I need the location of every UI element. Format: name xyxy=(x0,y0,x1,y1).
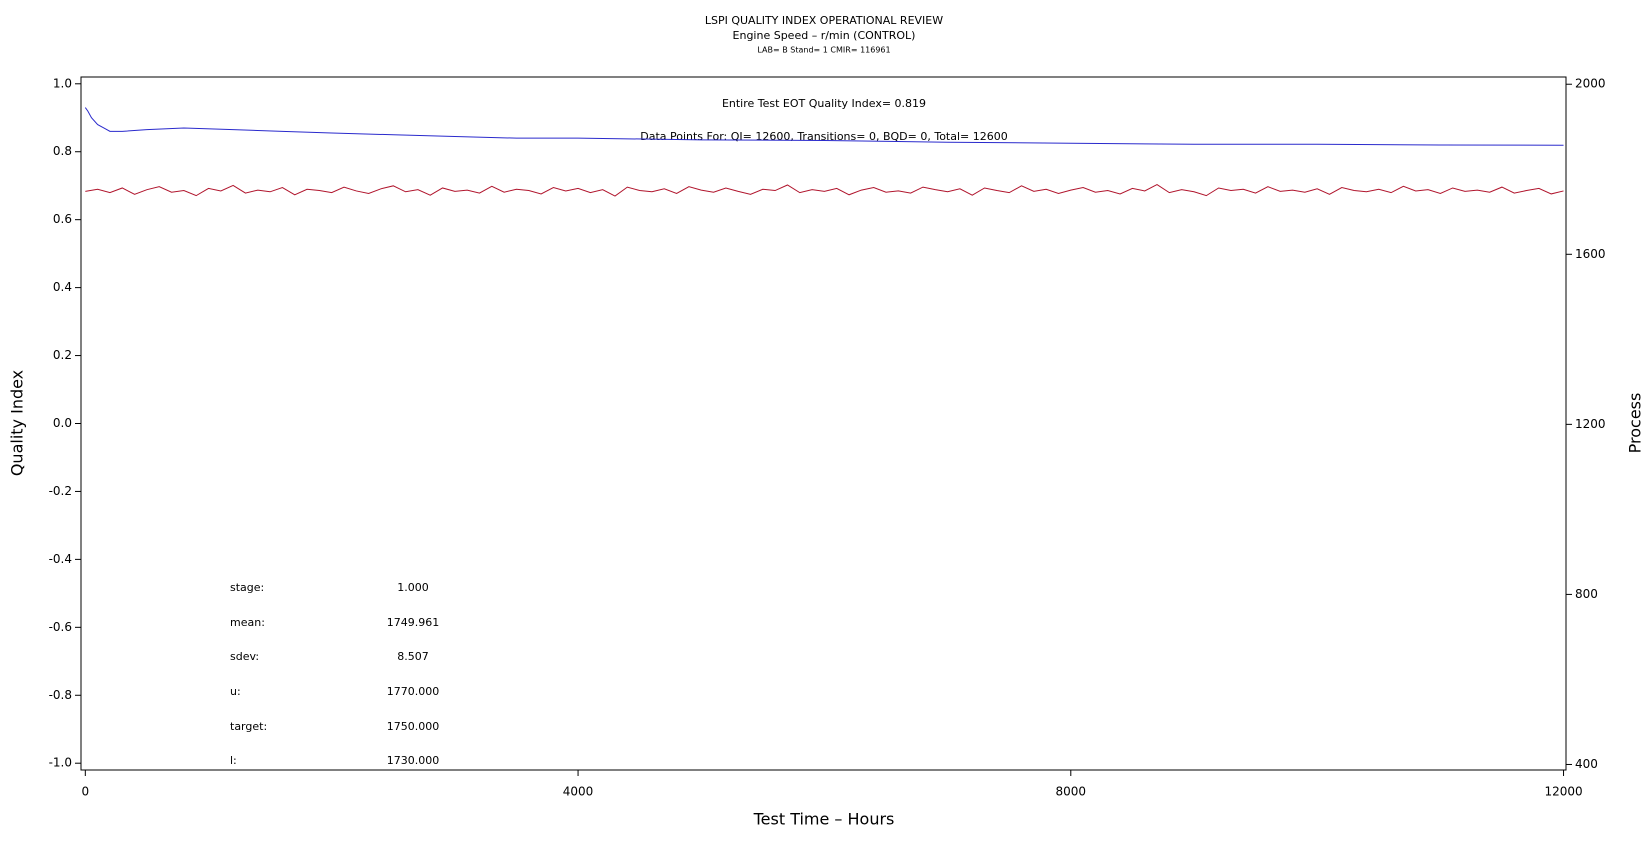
y-tick-label: -0.8 xyxy=(49,688,72,702)
series-line xyxy=(84,107,1564,146)
stat-label: target: xyxy=(230,720,267,733)
stat-label: u: xyxy=(230,685,241,698)
stat-value: 1770.000 xyxy=(387,685,440,698)
series-line xyxy=(85,183,1564,197)
y2-tick-label: 800 xyxy=(1575,587,1598,601)
stat-value: 1730.000 xyxy=(387,754,440,767)
y2-tick-label: 1600 xyxy=(1575,247,1606,261)
stat-value: 1749.961 xyxy=(387,616,440,629)
y-tick-label: -0.6 xyxy=(49,620,72,634)
stat-label: stage: xyxy=(230,581,264,594)
y2-tick-label: 1200 xyxy=(1575,417,1606,431)
stat-label: l: xyxy=(230,754,237,767)
y2-tick-label: 2000 xyxy=(1575,77,1606,91)
y-tick-label: -0.2 xyxy=(49,484,72,498)
stat-label: sdev: xyxy=(230,650,259,663)
stat-value: 1.000 xyxy=(397,581,429,594)
stat-value: 1750.000 xyxy=(387,720,440,733)
stat-value: 8.507 xyxy=(397,650,429,663)
x-tick-label: 12000 xyxy=(1544,785,1582,799)
x-tick-label: 8000 xyxy=(1056,785,1087,799)
y-tick-label: 0.6 xyxy=(53,212,72,226)
x-tick-label: 4000 xyxy=(563,785,594,799)
y-tick-label: 0.8 xyxy=(53,144,72,158)
y-tick-label: 0.0 xyxy=(53,416,72,430)
annotation: Data Points For: QI= 12600, Transitions=… xyxy=(640,130,1008,143)
plot-frame xyxy=(80,76,1567,771)
y-tick-label: 0.4 xyxy=(53,280,72,294)
y-tick-label: 0.2 xyxy=(53,348,72,362)
chart-title: LSPI QUALITY INDEX OPERATIONAL REVIEW xyxy=(705,14,943,27)
y-tick-label: -0.4 xyxy=(49,552,72,566)
annotation: Entire Test EOT Quality Index= 0.819 xyxy=(722,97,926,110)
chart-subtitle: LAB= B Stand= 1 CMIR= 116961 xyxy=(757,46,890,55)
stat-label: mean: xyxy=(230,616,265,629)
y-axis-label: Quality Index xyxy=(8,370,27,476)
x-axis-label: Test Time – Hours xyxy=(753,810,895,829)
y-tick-label: -1.0 xyxy=(49,756,72,770)
y2-axis-label: Process xyxy=(1626,393,1645,454)
y-tick-label: 1.0 xyxy=(53,76,72,90)
chart-subtitle: Engine Speed – r/min (CONTROL) xyxy=(733,29,916,42)
x-tick-label: 0 xyxy=(81,785,89,799)
y2-tick-label: 400 xyxy=(1575,757,1598,771)
